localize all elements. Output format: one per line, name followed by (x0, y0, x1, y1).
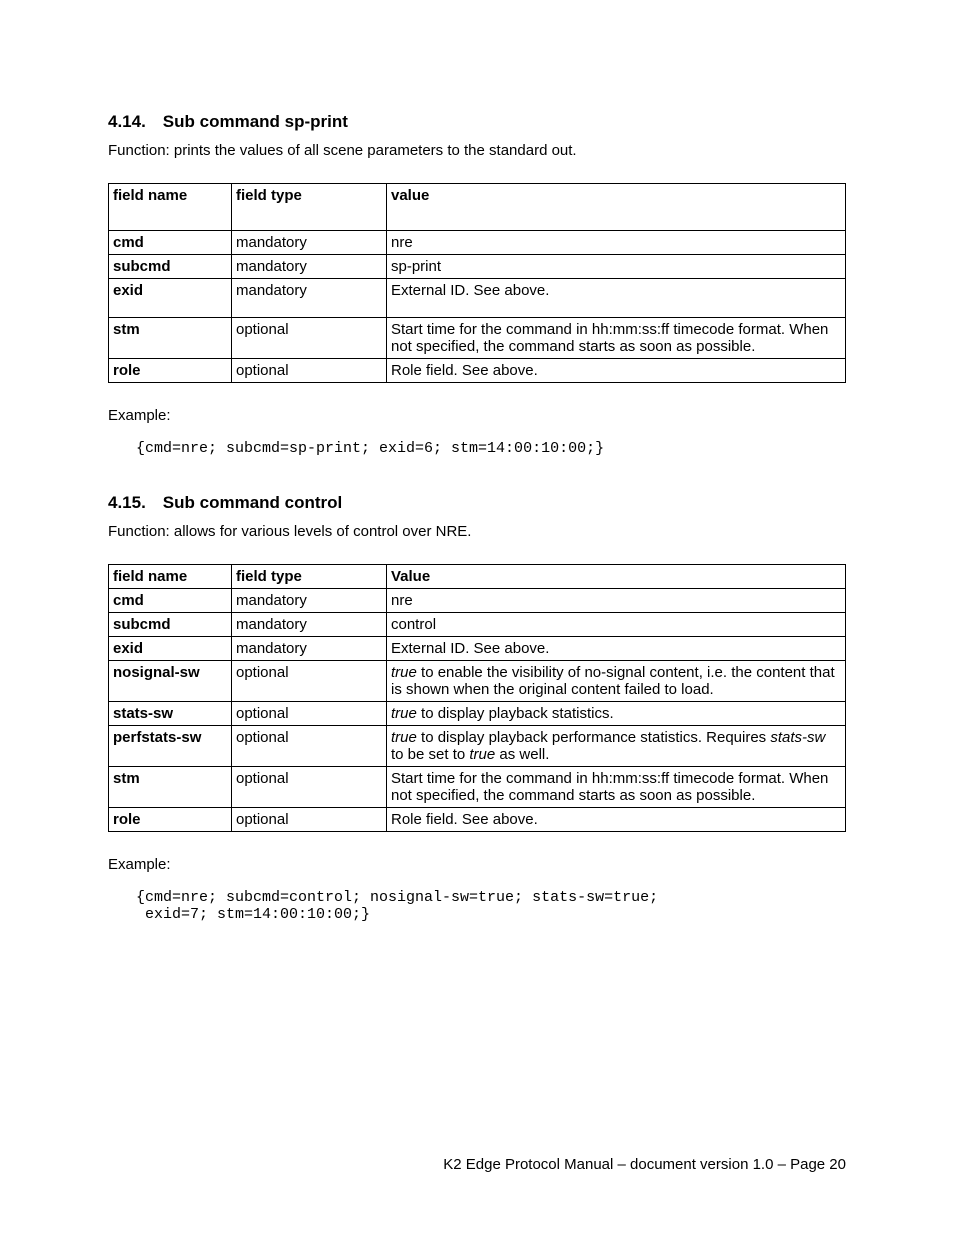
table-row: perfstats-sw optional true to display pl… (109, 726, 846, 767)
cell-field-type: optional (232, 359, 387, 383)
table-row: role optional Role field. See above. (109, 808, 846, 832)
th-value: value (387, 184, 846, 231)
table-header-row: field name field type Value (109, 565, 846, 589)
function-description-414: Function: prints the values of all scene… (108, 142, 846, 159)
cell-field-type: mandatory (232, 589, 387, 613)
cell-field-name: exid (109, 637, 232, 661)
function-description-415: Function: allows for various levels of c… (108, 523, 846, 540)
th-field-name: field name (109, 184, 232, 231)
section-heading-414: 4.14. Sub command sp-print (108, 112, 846, 132)
table-sp-print: field name field type value cmd mandator… (108, 183, 846, 383)
cell-field-type: optional (232, 726, 387, 767)
cell-field-name: stm (109, 318, 232, 359)
cell-value: control (387, 613, 846, 637)
cell-field-name: stats-sw (109, 702, 232, 726)
cell-field-name: perfstats-sw (109, 726, 232, 767)
table-row: subcmd mandatory control (109, 613, 846, 637)
section-heading-415: 4.15. Sub command control (108, 493, 846, 513)
cell-value: Role field. See above. (387, 359, 846, 383)
cell-value: true to enable the visibility of no-sign… (387, 661, 846, 702)
th-field-type: field type (232, 565, 387, 589)
th-value: Value (387, 565, 846, 589)
cell-field-name: role (109, 808, 232, 832)
example-label-415: Example: (108, 856, 846, 873)
table-row: stm optional Start time for the command … (109, 767, 846, 808)
example-code-414: {cmd=nre; subcmd=sp-print; exid=6; stm=1… (136, 440, 846, 457)
table-row: stats-sw optional true to display playba… (109, 702, 846, 726)
table-row: exid mandatory External ID. See above. (109, 279, 846, 318)
cell-field-type: optional (232, 661, 387, 702)
cell-value: nre (387, 231, 846, 255)
cell-field-name: exid (109, 279, 232, 318)
cell-value: true to display playback statistics. (387, 702, 846, 726)
th-field-name: field name (109, 565, 232, 589)
th-field-type: field type (232, 184, 387, 231)
cell-field-type: optional (232, 767, 387, 808)
table-row: cmd mandatory nre (109, 589, 846, 613)
cell-field-name: stm (109, 767, 232, 808)
page-footer: K2 Edge Protocol Manual – document versi… (443, 1156, 846, 1173)
example-label-414: Example: (108, 407, 846, 424)
cell-field-type: mandatory (232, 613, 387, 637)
cell-field-name: cmd (109, 231, 232, 255)
cell-field-type: optional (232, 702, 387, 726)
table-header-row: field name field type value (109, 184, 846, 231)
cell-field-type: mandatory (232, 637, 387, 661)
cell-value: Start time for the command in hh:mm:ss:f… (387, 318, 846, 359)
cell-value: Start time for the command in hh:mm:ss:f… (387, 767, 846, 808)
cell-field-name: role (109, 359, 232, 383)
cell-value: sp-print (387, 255, 846, 279)
cell-field-type: mandatory (232, 255, 387, 279)
cell-value: External ID. See above. (387, 279, 846, 318)
table-row: nosignal-sw optional true to enable the … (109, 661, 846, 702)
table-row: role optional Role field. See above. (109, 359, 846, 383)
table-row: cmd mandatory nre (109, 231, 846, 255)
cell-field-type: optional (232, 808, 387, 832)
cell-value: nre (387, 589, 846, 613)
table-row: exid mandatory External ID. See above. (109, 637, 846, 661)
cell-field-type: mandatory (232, 231, 387, 255)
table-row: stm optional Start time for the command … (109, 318, 846, 359)
cell-field-name: nosignal-sw (109, 661, 232, 702)
cell-field-name: subcmd (109, 613, 232, 637)
table-row: subcmd mandatory sp-print (109, 255, 846, 279)
cell-value: External ID. See above. (387, 637, 846, 661)
cell-value: Role field. See above. (387, 808, 846, 832)
table-control: field name field type Value cmd mandator… (108, 564, 846, 832)
cell-value: true to display playback performance sta… (387, 726, 846, 767)
cell-field-type: optional (232, 318, 387, 359)
cell-field-name: cmd (109, 589, 232, 613)
cell-field-name: subcmd (109, 255, 232, 279)
example-code-415: {cmd=nre; subcmd=control; nosignal-sw=tr… (136, 889, 846, 923)
cell-field-type: mandatory (232, 279, 387, 318)
